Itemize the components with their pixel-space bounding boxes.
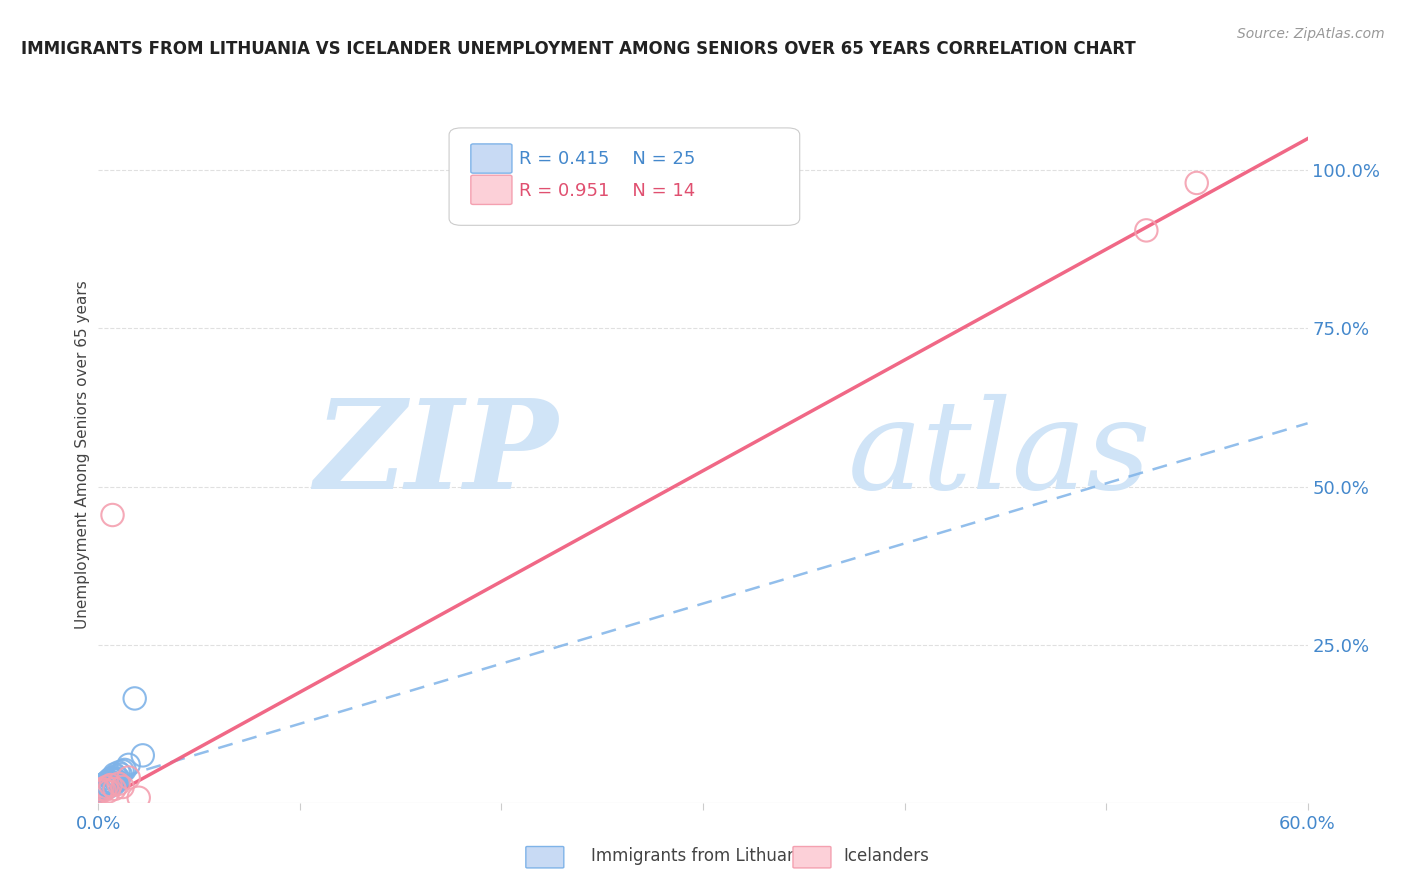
Text: atlas: atlas <box>848 394 1152 516</box>
Point <box>105 773 128 788</box>
Point <box>105 769 128 783</box>
Point <box>97 784 120 798</box>
Point <box>100 772 122 786</box>
Point <box>96 775 118 789</box>
Point <box>107 777 129 791</box>
Point <box>96 778 118 792</box>
Point <box>110 767 132 781</box>
Point <box>103 777 125 791</box>
Point <box>1185 176 1208 190</box>
Point <box>111 780 134 794</box>
Point <box>132 748 155 763</box>
Y-axis label: Unemployment Among Seniors over 65 years: Unemployment Among Seniors over 65 years <box>75 281 90 629</box>
Point <box>91 780 114 794</box>
Point <box>103 772 125 786</box>
Point <box>89 784 111 798</box>
Text: IMMIGRANTS FROM LITHUANIA VS ICELANDER UNEMPLOYMENT AMONG SENIORS OVER 65 YEARS : IMMIGRANTS FROM LITHUANIA VS ICELANDER U… <box>21 40 1136 58</box>
Point <box>111 764 134 779</box>
Text: Immigrants from Lithuania: Immigrants from Lithuania <box>591 847 811 865</box>
Point <box>93 781 115 796</box>
Point <box>118 771 141 785</box>
Point <box>103 781 125 796</box>
Point <box>114 763 136 777</box>
Point <box>107 772 129 786</box>
Point <box>96 780 118 794</box>
Point <box>124 691 146 706</box>
Point <box>103 767 125 781</box>
Point <box>93 777 115 791</box>
Point <box>118 757 141 772</box>
Text: R = 0.415    N = 25: R = 0.415 N = 25 <box>519 150 696 169</box>
Point <box>107 765 129 780</box>
Point <box>128 790 150 805</box>
Point <box>89 783 111 797</box>
Point <box>97 780 120 794</box>
Text: Icelanders: Icelanders <box>844 847 929 865</box>
Point <box>100 778 122 792</box>
Point <box>1135 223 1157 237</box>
Text: R = 0.951    N = 14: R = 0.951 N = 14 <box>519 182 696 200</box>
Point <box>97 773 120 788</box>
FancyBboxPatch shape <box>471 144 512 173</box>
FancyBboxPatch shape <box>471 175 512 204</box>
Point <box>101 508 124 522</box>
Point <box>101 771 124 785</box>
Point <box>93 783 115 797</box>
Point <box>100 777 122 791</box>
Point <box>91 781 114 796</box>
Text: ZIP: ZIP <box>314 394 558 516</box>
FancyBboxPatch shape <box>449 128 800 226</box>
Text: Source: ZipAtlas.com: Source: ZipAtlas.com <box>1237 27 1385 41</box>
Point <box>101 775 124 789</box>
